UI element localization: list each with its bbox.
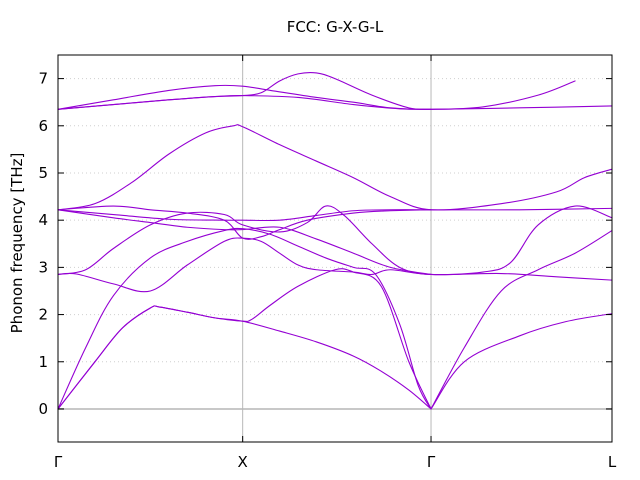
grid-lines xyxy=(58,55,612,442)
band-line xyxy=(57,80,576,110)
band-lines xyxy=(57,71,613,410)
band-line xyxy=(430,230,613,410)
y-axis-label: Phonon frequency [THz] xyxy=(8,153,26,334)
y-tick-label: 2 xyxy=(38,306,48,324)
y-tick-label: 6 xyxy=(38,117,48,135)
band-line xyxy=(57,95,613,110)
y-axis-ticks: 0 1 2 3 4 5 6 7 xyxy=(38,70,612,418)
y-tick-label: 7 xyxy=(38,70,48,88)
x-tick-label: Γ xyxy=(54,453,63,471)
band-line xyxy=(57,209,432,222)
band-line xyxy=(57,268,432,410)
plot-frame xyxy=(57,54,613,443)
band-line xyxy=(57,205,613,276)
band-line xyxy=(57,227,432,410)
chart-title: FCC: G-X-G-L xyxy=(287,18,384,36)
y-tick-label: 4 xyxy=(38,211,48,229)
x-tick-label: L xyxy=(608,453,617,471)
y-tick-label: 0 xyxy=(38,400,48,418)
y-tick-label: 3 xyxy=(38,258,48,276)
band-line xyxy=(430,313,613,410)
band-line xyxy=(57,205,613,240)
band-line xyxy=(57,124,613,211)
y-tick-label: 1 xyxy=(38,353,48,371)
x-tick-label: X xyxy=(238,453,248,471)
band-line xyxy=(57,71,432,110)
x-tick-label: Γ xyxy=(427,453,436,471)
y-tick-label: 5 xyxy=(38,164,48,182)
band-line xyxy=(57,209,432,276)
